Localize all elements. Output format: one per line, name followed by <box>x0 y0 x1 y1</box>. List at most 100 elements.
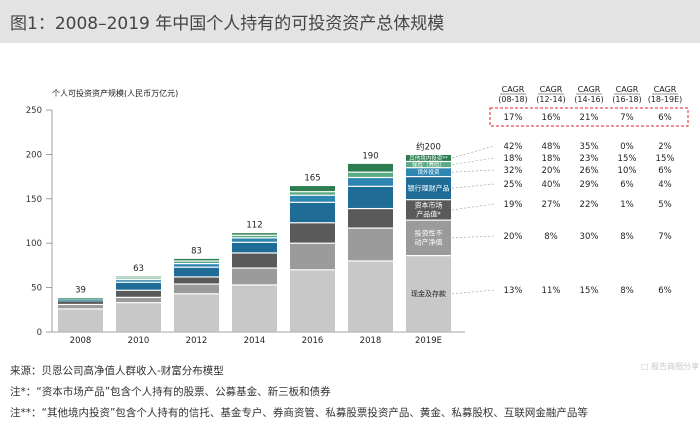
bar-segment-wealth-products <box>232 242 277 253</box>
x-tick-label: 2018 <box>360 336 382 346</box>
cagr-value: 10% <box>618 166 637 176</box>
x-tick-label: 2008 <box>70 336 92 346</box>
page-title: 图1：2008–2019 年中国个人持有的可投资资产总体规模 <box>10 14 445 34</box>
cagr-total-value: 6% <box>658 113 672 123</box>
bar-segment-cash <box>116 303 161 332</box>
bar-segment-wealth-products <box>174 267 219 277</box>
cagr-header: CAGR <box>502 85 525 94</box>
bar-segment-cash <box>406 256 451 332</box>
cagr-value: 8% <box>620 286 634 296</box>
bar-segment-real-estate <box>232 268 277 285</box>
bar-segment-insurance <box>58 298 103 300</box>
watermark: □ 报告商圈分享 <box>641 362 700 371</box>
bar-segment-real-estate <box>406 220 451 256</box>
cagr-value: 6% <box>658 286 672 296</box>
segment-label: 现金及存款 <box>411 289 446 298</box>
cagr-connector <box>451 183 495 189</box>
bar-segment-wealth-products <box>58 300 103 302</box>
cagr-period: (12-14) <box>536 95 566 104</box>
bar-segment-overseas <box>174 264 219 267</box>
bar-segment-other-domestic <box>348 163 393 172</box>
segment-label: 其他境内投资** <box>409 154 448 162</box>
cagr-header: CAGR <box>540 85 563 94</box>
bar-segment-cash <box>290 270 335 332</box>
total-label: 190 <box>362 151 378 161</box>
x-tick-label: 2012 <box>186 336 208 346</box>
cagr-value: 29% <box>580 180 599 190</box>
bar-segment-insurance <box>232 235 277 238</box>
cagr-connector <box>451 235 495 239</box>
segment-label: 银行理财产品 <box>408 183 450 192</box>
bar-segment-insurance <box>174 261 219 264</box>
bar-segment-other-domestic <box>406 155 451 161</box>
cagr-value: 26% <box>580 166 599 176</box>
bar-segment-overseas <box>58 299 103 301</box>
cagr-value: 18% <box>504 154 523 164</box>
cagr-value: 15% <box>580 286 599 296</box>
bar-segment-overseas <box>232 238 277 242</box>
cagr-period: (16-18) <box>612 95 642 104</box>
cagr-value: 20% <box>504 232 523 242</box>
bar-segment-overseas <box>290 195 335 202</box>
cagr-header: CAGR <box>654 85 677 94</box>
cagr-value: 22% <box>580 200 599 210</box>
source-note: 来源：贝恩公司高净值人群收入-财富分布模型 <box>10 365 224 377</box>
cagr-value: 30% <box>580 232 599 242</box>
cagr-value: 35% <box>580 142 599 152</box>
cagr-header: CAGR <box>616 85 639 94</box>
bar-segment-overseas <box>348 178 393 186</box>
cagr-value: 0% <box>620 142 634 152</box>
cagr-value: 1% <box>620 200 634 210</box>
total-label: 约200 <box>416 141 441 152</box>
cagr-value: 25% <box>504 180 523 190</box>
bar-segment-capital-market <box>116 290 161 297</box>
cagr-value: 8% <box>620 232 634 242</box>
total-label: 112 <box>246 221 262 231</box>
cagr-value: 4% <box>658 180 672 190</box>
bar-segment-insurance <box>290 192 335 195</box>
segment-label: 保险（寿险） <box>412 160 445 168</box>
bar-segment-capital-market <box>406 200 451 220</box>
cagr-total-value: 21% <box>580 113 599 123</box>
bar-segment-wealth-products <box>406 177 451 200</box>
bar-segment-insurance <box>348 172 393 177</box>
y-tick-label: 200 <box>26 150 42 160</box>
bar-segment-insurance <box>406 162 451 168</box>
bar-segment-capital-market <box>174 277 219 284</box>
bar-segment-wealth-products <box>348 186 393 208</box>
segment-label: 境外投资 <box>417 168 440 176</box>
bar-segment-real-estate <box>116 297 161 303</box>
cagr-connector <box>451 169 495 173</box>
x-tick-label: 2014 <box>244 336 266 346</box>
y-tick-label: 100 <box>26 239 42 249</box>
footnote-1: 注*：“资本市场产品”包含个人持有的股票、公募基金、新三板和债券 <box>10 386 331 398</box>
bar-segment-cash <box>348 261 393 332</box>
y-tick-label: 250 <box>26 106 42 116</box>
segment-label: 产品值* <box>416 210 441 219</box>
cagr-connector <box>451 203 495 211</box>
bar-segment-other-domestic <box>232 233 277 235</box>
cagr-value: 19% <box>504 200 523 210</box>
bar-segment-overseas <box>406 168 451 176</box>
cagr-header: CAGR <box>578 85 601 94</box>
title-bar: 图1：2008–2019 年中国个人持有的可投资资产总体规模 <box>0 0 700 43</box>
y-axis-label: 个人可投资资产规模(人民币万亿元) <box>52 88 178 98</box>
x-tick-label: 2010 <box>128 336 150 346</box>
cagr-value: 6% <box>658 166 672 176</box>
x-tick-label: 2019E <box>415 336 442 346</box>
bar-segment-cash <box>232 285 277 332</box>
cagr-value: 18% <box>542 154 561 164</box>
total-label: 83 <box>191 246 202 256</box>
bar-segment-capital-market <box>232 253 277 268</box>
cagr-connector <box>451 289 495 295</box>
bar-segment-capital-market <box>348 209 393 228</box>
bar-segment-cash <box>174 294 219 332</box>
cagr-value: 8% <box>544 232 558 242</box>
cagr-value: 27% <box>542 200 561 210</box>
bar-segment-other-domestic <box>58 297 103 299</box>
y-tick-label: 0 <box>37 328 42 338</box>
x-tick-label: 2016 <box>302 336 324 346</box>
cagr-period: (08-18) <box>498 95 528 104</box>
cagr-value: 20% <box>542 166 561 176</box>
